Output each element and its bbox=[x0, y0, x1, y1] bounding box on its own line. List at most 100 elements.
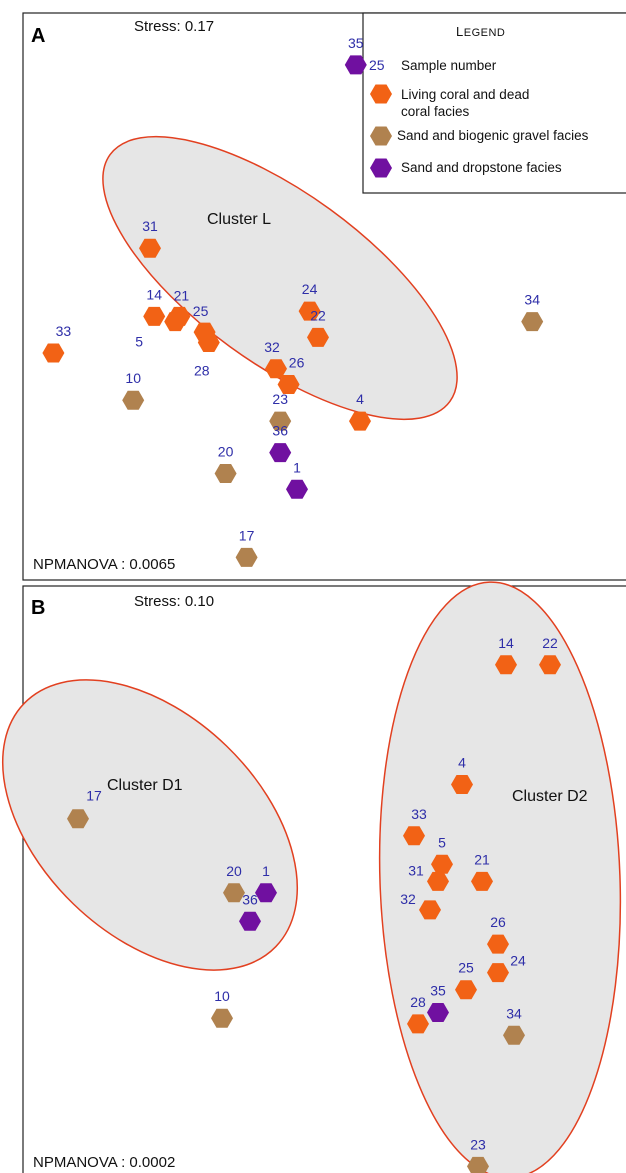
sample-21-label: 21 bbox=[174, 287, 190, 303]
sample-20-marker bbox=[223, 883, 245, 903]
sample-28-marker bbox=[407, 1014, 429, 1034]
sample-10-marker bbox=[122, 390, 145, 410]
panel-a-cluster-ellipses bbox=[102, 135, 458, 421]
sample-5-label: 5 bbox=[135, 334, 143, 350]
sample-31-label: 31 bbox=[408, 862, 424, 878]
sample-10-marker bbox=[211, 1008, 233, 1028]
sample-22-label: 22 bbox=[310, 307, 326, 323]
sample-1-marker bbox=[255, 883, 277, 903]
sample-10-label: 10 bbox=[214, 988, 230, 1004]
sample-22-label: 22 bbox=[542, 635, 558, 651]
sample-26-label: 26 bbox=[289, 354, 305, 370]
sample-25-label: 25 bbox=[193, 303, 209, 319]
sample-1-label: 1 bbox=[293, 459, 301, 475]
sample-20-marker bbox=[214, 464, 237, 484]
sample-26-marker bbox=[277, 374, 300, 394]
sample-17-label: 17 bbox=[239, 527, 255, 543]
sample-33-marker bbox=[403, 826, 425, 846]
sample-4-label: 4 bbox=[356, 391, 364, 407]
sample-24-marker bbox=[487, 963, 509, 983]
sample-5-label: 5 bbox=[438, 834, 446, 850]
sample-32-marker bbox=[419, 900, 441, 920]
sample-4-marker bbox=[349, 411, 371, 431]
panel-a-points: 35 31 14 21 5 25 28 24 22 34 33 32 26 10 23 4 36 20 1 17 bbox=[42, 35, 544, 567]
legend-living-coral-label: Living coral and dead coral facies bbox=[401, 87, 529, 119]
sample-17-marker bbox=[235, 547, 258, 567]
sample-1-label: 1 bbox=[262, 863, 270, 879]
panel-b: B Stress: 0.10 Cluster D1 Cluster D2 NPM… bbox=[1, 581, 626, 1173]
legend-living-coral-icon-hex bbox=[370, 84, 392, 104]
sample-24-label: 24 bbox=[510, 953, 526, 969]
cluster-d1-label: Cluster D1 bbox=[107, 777, 183, 794]
sample-33-label: 33 bbox=[56, 323, 72, 339]
panel-a: A Stress: 0.17 Cluster L NPMANOVA : 0.00… bbox=[22, 12, 626, 581]
panel-a-npmanova: NPMANOVA : 0.0065 bbox=[33, 556, 175, 573]
sample-36-marker bbox=[269, 443, 292, 463]
sample-14-marker bbox=[495, 655, 517, 675]
sample-24-label: 24 bbox=[302, 281, 318, 297]
sample-36-marker bbox=[239, 911, 261, 931]
sample-23-label: 23 bbox=[470, 1136, 486, 1152]
sample-17-label: 17 bbox=[86, 788, 102, 804]
sample-28-label: 28 bbox=[194, 363, 210, 379]
panel-b-stress: Stress: 0.10 bbox=[134, 593, 214, 610]
legend: LEGEND 25 Sample number Living coral and… bbox=[362, 12, 626, 194]
sample-26-label: 26 bbox=[490, 914, 506, 930]
sample-31-marker bbox=[139, 238, 161, 258]
sample-33-label: 33 bbox=[411, 806, 427, 822]
sample-32-label: 32 bbox=[400, 891, 416, 907]
legend-sand-dropstone-icon bbox=[370, 158, 392, 178]
sample-34-label: 34 bbox=[506, 1005, 522, 1021]
legend-sand-gravel-icon bbox=[370, 126, 392, 146]
cluster-l-ellipse bbox=[102, 135, 458, 421]
legend-sand-dropstone-icon-hex bbox=[370, 158, 392, 178]
sample-23-label: 23 bbox=[272, 391, 288, 407]
sample-23-marker bbox=[269, 411, 292, 431]
sample-35-label: 35 bbox=[348, 35, 364, 51]
legend-box bbox=[362, 12, 626, 194]
sample-20-label: 20 bbox=[218, 444, 234, 460]
sample-10-label: 10 bbox=[125, 370, 141, 386]
sample-35-marker bbox=[427, 1003, 449, 1022]
sample-25-label: 25 bbox=[458, 960, 474, 976]
legend-number-sample: 25 bbox=[369, 57, 385, 73]
sample-21-label: 21 bbox=[474, 851, 490, 867]
panel-a-stress: Stress: 0.17 bbox=[134, 18, 214, 35]
sample-5-marker bbox=[431, 854, 453, 874]
sample-35-marker bbox=[344, 55, 367, 75]
cluster-d2-ellipse bbox=[378, 581, 622, 1173]
sample-34-marker bbox=[521, 312, 544, 332]
sample-32-label: 32 bbox=[264, 339, 280, 355]
legend-sand-gravel-icon-hex bbox=[370, 126, 392, 146]
panel-b-cluster-ellipses bbox=[1, 581, 622, 1173]
sample-24-marker bbox=[298, 301, 321, 321]
sample-28-label: 28 bbox=[410, 994, 426, 1010]
sample-31-label: 31 bbox=[142, 218, 158, 234]
sample-22-marker bbox=[307, 327, 329, 347]
cluster-d1-ellipse bbox=[1, 679, 299, 971]
sample-34-marker bbox=[503, 1025, 525, 1045]
sample-21-marker bbox=[471, 871, 493, 891]
sample-22-marker bbox=[539, 655, 561, 675]
cluster-l-label: Cluster L bbox=[207, 211, 271, 228]
sample-14-marker bbox=[143, 306, 166, 326]
sample-32-marker bbox=[265, 359, 287, 379]
panel-b-label: B bbox=[31, 597, 45, 619]
sample-20-label: 20 bbox=[226, 863, 242, 879]
sample-33-marker bbox=[42, 343, 65, 363]
sample-36-label: 36 bbox=[272, 423, 288, 439]
legend-sand-dropstone-label: Sand and dropstone facies bbox=[401, 160, 562, 175]
sample-25-marker bbox=[455, 980, 477, 1000]
legend-sand-gravel-label: Sand and biogenic gravel facies bbox=[397, 128, 589, 143]
sample-5-marker bbox=[164, 312, 187, 332]
panel-b-npmanova: NPMANOVA : 0.0002 bbox=[33, 1154, 175, 1171]
sample-36-label: 36 bbox=[242, 891, 258, 907]
sample-31-marker bbox=[427, 871, 449, 891]
legend-number-label: Sample number bbox=[401, 58, 497, 73]
sample-17-marker bbox=[67, 809, 89, 829]
sample-26-marker bbox=[487, 934, 509, 954]
cluster-d2-label: Cluster D2 bbox=[512, 788, 588, 805]
sample-4-marker bbox=[451, 775, 473, 794]
